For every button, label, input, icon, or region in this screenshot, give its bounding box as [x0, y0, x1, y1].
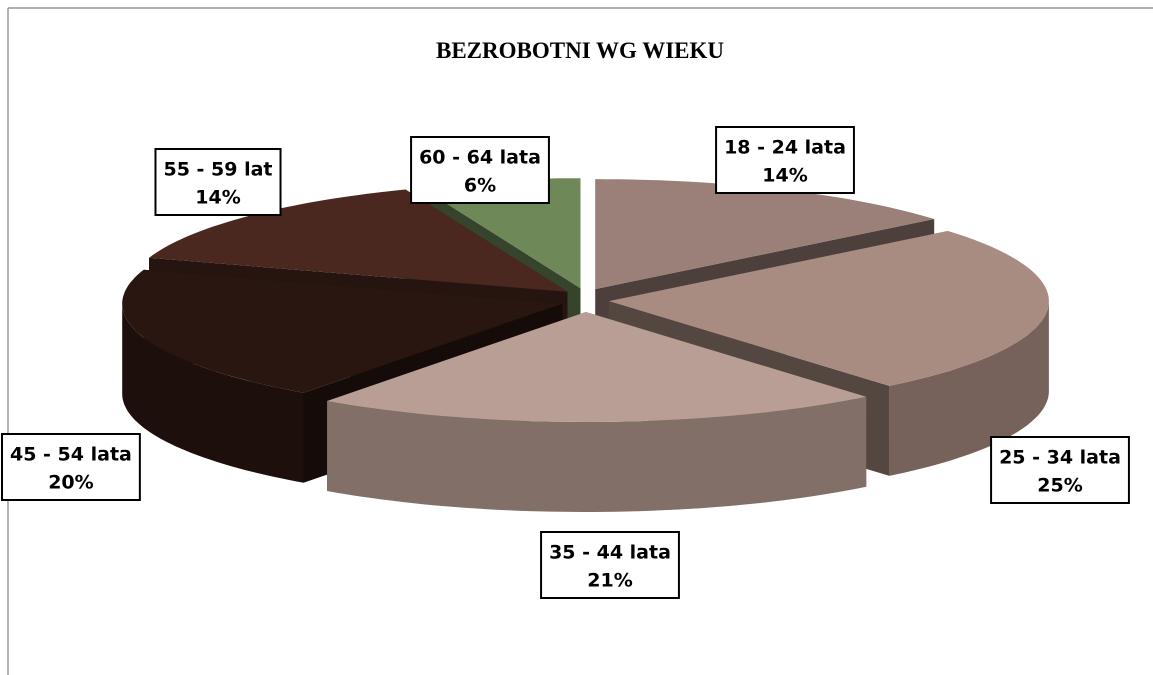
- label-value: 21%: [587, 570, 632, 592]
- slice-outer-wall: [889, 301, 1049, 476]
- label-value: 25%: [1037, 475, 1082, 497]
- label-value: 14%: [195, 187, 240, 209]
- data-label: 60 - 64 lata 6%: [410, 136, 550, 204]
- label-box: [990, 436, 1130, 504]
- label-category: 18 - 24 lata: [724, 137, 846, 159]
- slice-outer-wall: [327, 396, 867, 512]
- slice-top: [327, 312, 867, 422]
- label-box: [540, 531, 680, 599]
- label-value: 14%: [762, 165, 807, 187]
- data-label: 45 - 54 lata 20%: [1, 433, 141, 501]
- data-label: 25 - 34 lata 25%: [990, 436, 1130, 504]
- slice: [327, 312, 867, 512]
- label-box: [410, 136, 550, 204]
- slice-top: [418, 178, 581, 289]
- label-category: 25 - 34 lata: [999, 447, 1121, 469]
- label-category: 45 - 54 lata: [10, 444, 132, 466]
- label-value: 20%: [48, 472, 93, 494]
- slice-top: [595, 179, 935, 290]
- label-category: 60 - 64 lata: [419, 147, 541, 169]
- data-label: 18 - 24 lata 14%: [715, 126, 855, 194]
- label-box: [154, 148, 282, 216]
- slice-outer-wall: [122, 303, 304, 483]
- label-category: 35 - 44 lata: [549, 542, 671, 564]
- slice-top: [122, 269, 563, 393]
- label-value: 6%: [464, 175, 496, 197]
- data-label: 55 - 59 lat 14%: [154, 148, 282, 216]
- chart-title: BEZROBOTNI WG WIEKU: [436, 38, 724, 63]
- label-category: 55 - 59 lat: [163, 159, 272, 181]
- label-box: [1, 433, 141, 501]
- slice-top: [608, 231, 1049, 386]
- label-box: [715, 126, 855, 194]
- data-label: 35 - 44 lata 21%: [540, 531, 680, 599]
